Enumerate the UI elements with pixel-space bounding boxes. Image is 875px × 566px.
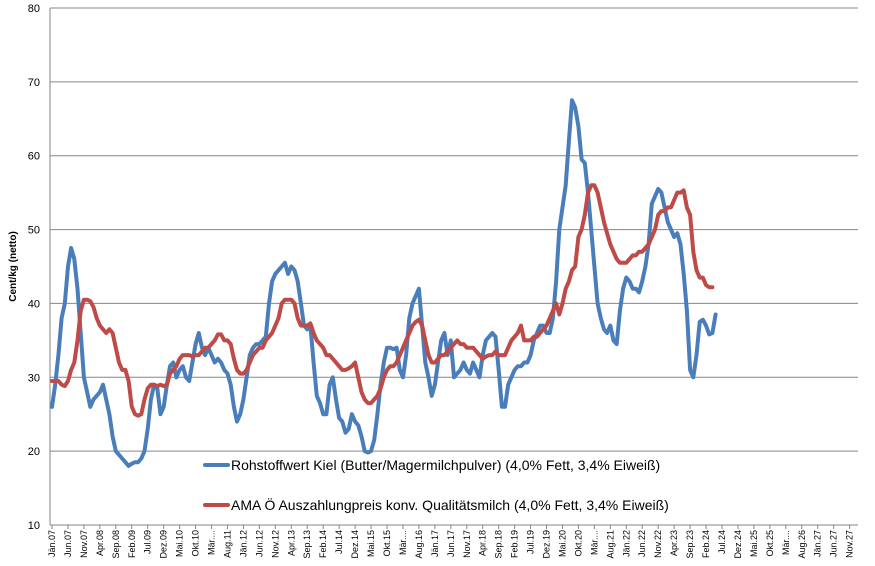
x-tick-label: Mai.25 (749, 530, 759, 557)
x-tick-label: Dez.09 (159, 530, 169, 559)
x-tick-label: Jun.07 (63, 530, 73, 557)
x-tick-label: Jän.12 (238, 530, 248, 557)
x-tick-label: Feb.09 (127, 530, 137, 558)
x-tick-label: Aug.16 (414, 530, 424, 559)
x-tick-label: Mär.... (207, 530, 217, 555)
x-tick-label: Nov.07 (79, 530, 89, 558)
y-tick-label: 40 (28, 298, 40, 310)
series-line-ama (50, 183, 715, 418)
x-tick-label: Feb.19 (510, 530, 520, 558)
y-axis-label: Cent/kg (netto) (8, 231, 19, 302)
chart-series (50, 98, 718, 468)
x-tick-labels: Jän.07 Jun.07 Nov.07 Apr.08 Sep.08 Feb.09 Jul.… (47, 525, 855, 559)
x-tick-label: Apr.13 (286, 530, 296, 556)
x-tick-label: Aug.21 (605, 530, 615, 559)
x-tick-label: Nov.12 (270, 530, 280, 558)
chart-legend: Rohstoffwert Kiel (Butter/Magermilchpulv… (203, 457, 669, 513)
x-tick-label: Jul.24 (717, 530, 727, 554)
y-tick-label: 10 (28, 520, 40, 532)
x-tick-label: Mär.... (781, 530, 791, 555)
x-tick-label: Feb.14 (318, 530, 328, 558)
y-tick-label: 30 (28, 372, 40, 384)
x-tick-label: Okt.15 (382, 530, 392, 557)
x-tick-label: Jun.27 (829, 530, 839, 557)
x-tick-label: Dez.24 (733, 530, 743, 559)
x-tick-label: Mai.15 (366, 530, 376, 557)
x-tick-label: Feb.24 (701, 530, 711, 558)
y-tick-label: 70 (28, 77, 40, 89)
x-tick-label: Okt.25 (765, 530, 775, 557)
x-tick-label: Sep.13 (302, 530, 312, 559)
x-tick-label: Sep.23 (685, 530, 695, 559)
x-tick-label: Aug.26 (797, 530, 807, 559)
y-tick-label: 20 (28, 446, 40, 458)
x-tick-label: Sep.08 (111, 530, 121, 559)
y-tick-label: 50 (28, 225, 40, 237)
x-tick-label: Jun.12 (254, 530, 264, 557)
x-tick-label: Nov.17 (462, 530, 472, 558)
x-tick-label: Sep.18 (494, 530, 504, 559)
x-tick-label: Okt.10 (191, 530, 201, 557)
x-tick-label: Jän.07 (47, 530, 57, 557)
x-tick-label: Jän.27 (813, 530, 823, 557)
x-tick-label: Dez.19 (542, 530, 552, 559)
legend-label-ama: AMA Ö Auszahlungpreis konv. Qualitätsmil… (231, 496, 669, 513)
x-tick-label: Okt.20 (573, 530, 583, 557)
chart-gridlines (50, 7, 858, 452)
x-tick-label: Mai.10 (175, 530, 185, 557)
x-tick-label: Apr.08 (95, 530, 105, 556)
x-tick-label: Apr.18 (478, 530, 488, 556)
x-tick-label: Jul.19 (526, 530, 536, 554)
x-tick-label: Jul.09 (143, 530, 153, 554)
y-tick-labels: 10 20 30 40 50 60 70 80 (28, 3, 40, 532)
series-line-kiel (50, 98, 718, 468)
x-tick-label: Jän.17 (430, 530, 440, 557)
x-tick-label: Mär.... (398, 530, 408, 555)
x-tick-label: Apr.23 (669, 530, 679, 556)
x-tick-label: Jun.22 (637, 530, 647, 557)
x-tick-label: Nov.27 (845, 530, 855, 558)
x-tick-label: Jun.17 (446, 530, 456, 557)
x-tick-label: Dez.14 (350, 530, 360, 559)
x-tick-label: Jän.22 (621, 530, 631, 557)
x-tick-label: Aug.11 (222, 530, 232, 558)
y-tick-label: 60 (28, 151, 40, 163)
x-tick-label: Mai.20 (557, 530, 567, 557)
x-tick-label: Nov.22 (653, 530, 663, 558)
x-tick-label: Jul.14 (334, 530, 344, 554)
y-tick-label: 80 (28, 3, 40, 15)
legend-label-kiel: Rohstoffwert Kiel (Butter/Magermilchpulv… (231, 457, 660, 473)
x-tick-label: Mär.... (589, 530, 599, 555)
